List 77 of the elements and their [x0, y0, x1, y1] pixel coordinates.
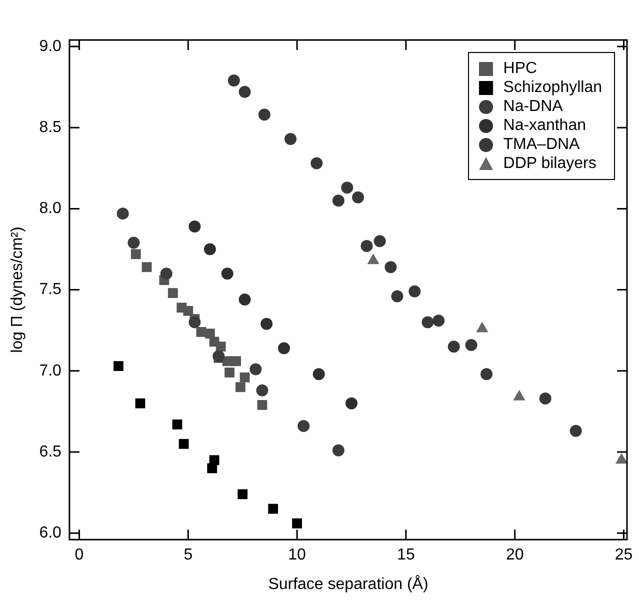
point: [332, 444, 344, 456]
point: [240, 372, 250, 382]
point: [422, 316, 434, 328]
point: [204, 243, 216, 256]
y-tick-label: 8.5: [39, 119, 62, 136]
point: [448, 340, 460, 353]
point: [256, 384, 268, 396]
x-tick-label: 0: [74, 546, 84, 564]
point: [188, 316, 201, 328]
x-tick-label: 5: [184, 546, 193, 564]
point: [341, 182, 354, 194]
x-axis-title: Surface separation (Å): [268, 574, 428, 593]
point: [374, 235, 386, 248]
x-tick-label: 10: [288, 546, 306, 564]
point: [238, 489, 248, 500]
point: [257, 400, 268, 410]
point: [332, 194, 344, 207]
point: [168, 288, 178, 298]
point: [298, 420, 310, 432]
point: [268, 504, 278, 514]
legend-label: DDP bilayers: [503, 154, 596, 173]
point: [135, 398, 146, 408]
point: [238, 294, 251, 306]
point: [432, 314, 445, 327]
y-tick-label: 6.0: [39, 524, 62, 542]
point: [235, 382, 246, 392]
point: [142, 262, 152, 272]
y-tick-label: 6.5: [39, 443, 62, 460]
point: [128, 236, 140, 249]
point: [391, 290, 404, 302]
point: [292, 518, 302, 528]
y-axis-title: log Π (dynes/cm²): [9, 226, 26, 353]
point: [345, 397, 358, 410]
point: [204, 328, 215, 339]
point: [130, 249, 141, 260]
point: [258, 108, 270, 121]
y-tick-label: 7.0: [39, 362, 62, 380]
point: [212, 350, 225, 362]
point: [250, 363, 262, 376]
point: [465, 338, 478, 351]
point: [480, 368, 493, 380]
point: [228, 74, 240, 87]
legend-label: Na-DNA: [503, 97, 563, 116]
point: [224, 368, 234, 378]
point: [116, 208, 129, 220]
point: [539, 392, 552, 404]
point: [216, 342, 226, 352]
point: [384, 261, 397, 274]
legend-label: Schizophyllan: [503, 78, 602, 97]
point: [360, 240, 373, 252]
point: [207, 463, 218, 474]
point: [178, 438, 189, 449]
y-tick-label: 8.0: [39, 200, 62, 218]
point: [312, 368, 325, 380]
point: [231, 356, 242, 366]
y-tick-label: 7.5: [39, 281, 62, 298]
point: [278, 342, 290, 354]
point: [284, 132, 297, 145]
point: [570, 424, 582, 437]
point: [352, 191, 364, 204]
point: [160, 268, 172, 280]
point: [172, 419, 182, 430]
y-tick-label: 9.0: [39, 38, 62, 55]
legend-label: Na-xanthan: [503, 116, 586, 135]
x-tick-label: 25: [614, 546, 633, 564]
point: [221, 268, 234, 280]
point: [310, 157, 323, 170]
point: [238, 86, 251, 98]
x-tick-label: 15: [397, 546, 415, 564]
point: [408, 285, 421, 298]
point: [260, 318, 273, 330]
x-tick-label: 20: [506, 546, 524, 564]
legend-label: HPC: [503, 59, 538, 78]
point: [113, 361, 124, 371]
point: [188, 220, 201, 233]
point: [183, 306, 194, 316]
legend-label: TMA–DNA: [503, 135, 580, 154]
